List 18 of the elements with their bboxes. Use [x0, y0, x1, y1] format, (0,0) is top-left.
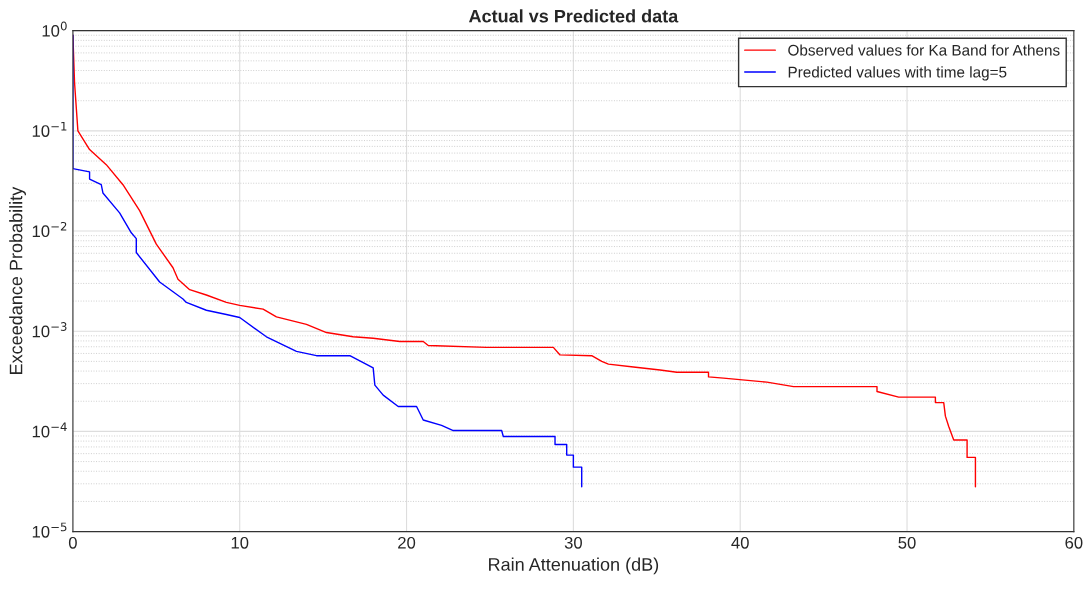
x-tick-label: 50 — [898, 536, 916, 549]
y-tick-label: 10$^{0}$ — [42, 21, 67, 37]
x-tick-label: 30 — [564, 536, 582, 549]
legend-label: Predicted values with time lag=5 — [788, 66, 1007, 81]
x-tick-label: 10 — [231, 536, 249, 549]
chart-title: Actual vs Predicted data — [468, 9, 679, 23]
y-axis-title: Exceedance Probability — [9, 186, 26, 374]
y-tick-label: 10$^{−3}$ — [32, 322, 67, 338]
x-axis-title: Rain Attenuation (dB) — [489, 557, 659, 575]
y-tick-label: 10$^{−5}$ — [32, 522, 67, 538]
y-tick-label: 10$^{−2}$ — [32, 221, 67, 238]
x-tick-label: 0 — [68, 536, 77, 549]
y-tick-label: 10$^{−1}$ — [32, 121, 67, 137]
x-tick-label: 40 — [731, 536, 749, 549]
legend-label: Observed values for Ka Band for Athens — [788, 44, 1060, 56]
y-tick-label: 10$^{−4}$ — [32, 422, 67, 438]
x-tick-label: 20 — [398, 536, 416, 549]
x-tick-label: 60 — [1065, 536, 1083, 549]
